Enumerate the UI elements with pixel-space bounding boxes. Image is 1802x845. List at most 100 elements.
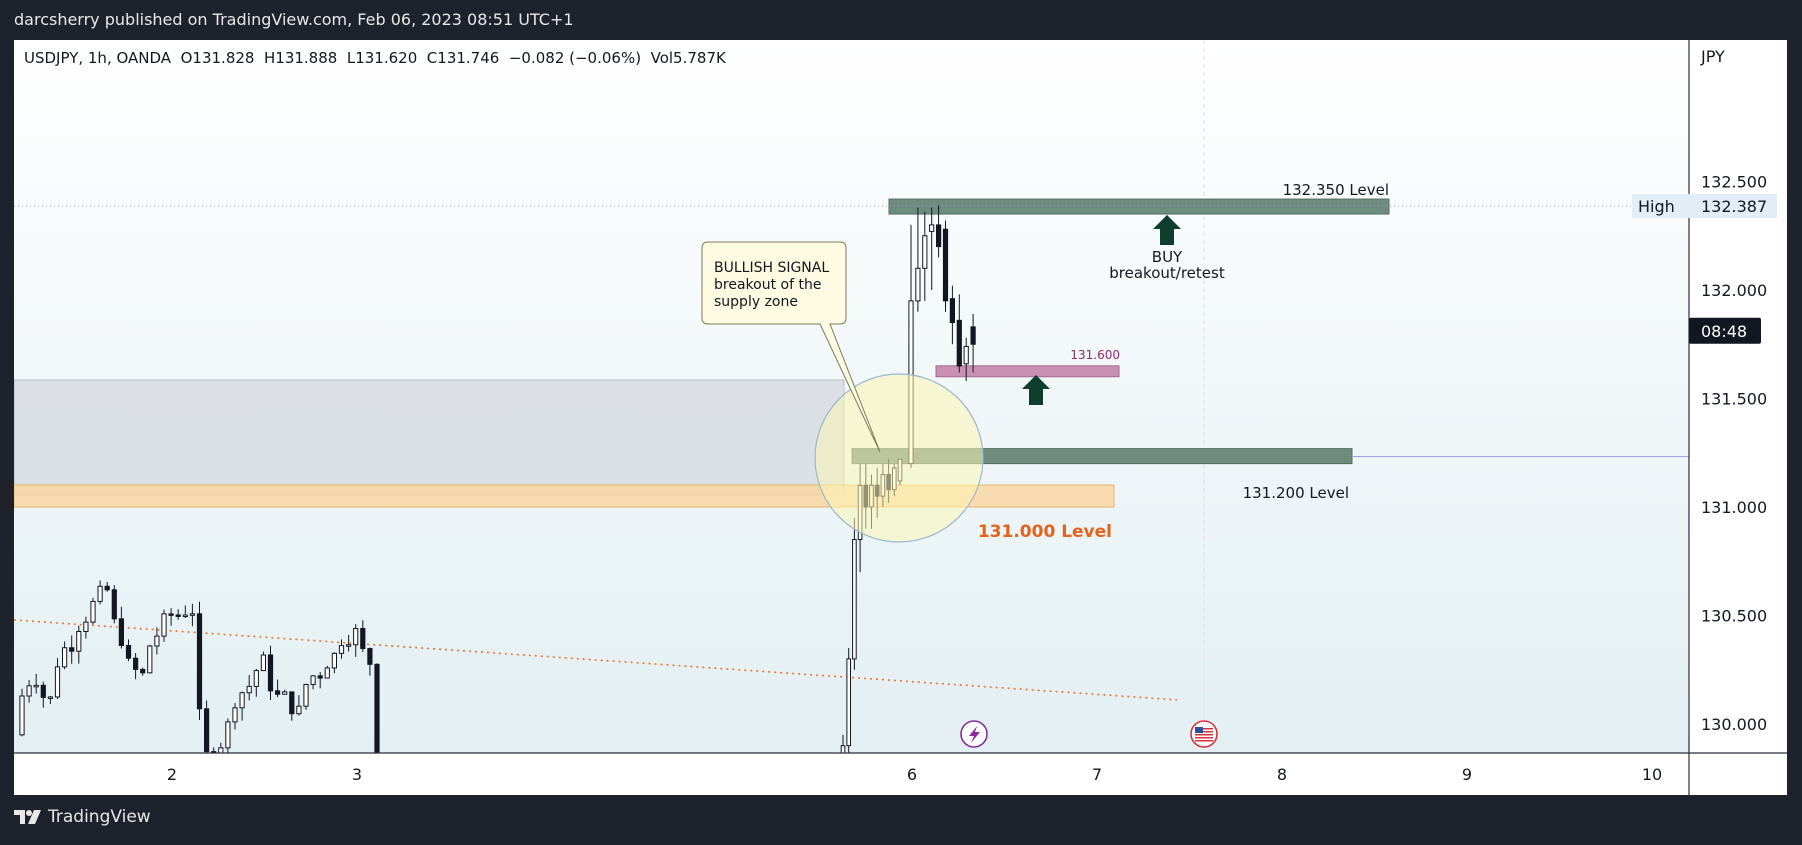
legend-open: O131.828 bbox=[180, 49, 255, 67]
candle bbox=[33, 684, 39, 688]
candle bbox=[275, 690, 281, 695]
candle bbox=[189, 613, 196, 616]
candle bbox=[353, 628, 359, 646]
candle bbox=[956, 319, 962, 367]
candle bbox=[267, 654, 274, 692]
candle bbox=[942, 228, 949, 302]
candle bbox=[232, 707, 238, 723]
callout-bubble bbox=[701, 241, 881, 453]
flag-stripe bbox=[1195, 740, 1213, 742]
chart-frame[interactable]: BULLISH SIGNAL breakout of the supply zone… bbox=[14, 40, 1787, 795]
candle bbox=[963, 345, 969, 365]
price-tick-label: 130.000 bbox=[1701, 715, 1767, 734]
candle bbox=[915, 267, 921, 302]
price-tick-label: 132.000 bbox=[1701, 281, 1767, 300]
legend-low: L131.620 bbox=[346, 49, 418, 67]
candle bbox=[303, 683, 309, 707]
candle bbox=[331, 652, 337, 669]
candle bbox=[929, 224, 935, 232]
candle bbox=[104, 585, 110, 591]
time-tick-label: 3 bbox=[352, 765, 362, 784]
candle bbox=[239, 692, 245, 709]
time-tick-label: 7 bbox=[1092, 765, 1102, 784]
time-tick-label: 8 bbox=[1277, 765, 1287, 784]
callout-text-line: breakout of the bbox=[714, 277, 821, 293]
candle bbox=[90, 600, 96, 623]
candle bbox=[246, 685, 252, 694]
countdown-label: 08:48 bbox=[1701, 322, 1747, 341]
gray-range-zone bbox=[14, 379, 845, 496]
candle bbox=[346, 644, 352, 647]
time-tick-label: 2 bbox=[167, 765, 177, 784]
countdown-badge bbox=[1689, 317, 1761, 344]
time-tick-label: 6 bbox=[907, 765, 917, 784]
candle bbox=[147, 645, 153, 674]
ohlc-legend: USDJPY, 1h, OANDA O131.828 H131.888 L131… bbox=[24, 49, 726, 67]
candle bbox=[111, 589, 117, 620]
flag-stripe bbox=[1195, 734, 1213, 736]
candle bbox=[154, 635, 160, 647]
legend-high: H131.888 bbox=[264, 49, 338, 67]
candle bbox=[852, 539, 857, 660]
callout-text-line: BULLISH SIGNAL bbox=[714, 260, 829, 276]
level-132350-zone bbox=[888, 198, 1390, 215]
legend-symbol: USDJPY, 1h, OANDA bbox=[24, 49, 172, 67]
candle bbox=[949, 298, 955, 324]
candle bbox=[83, 621, 89, 632]
candle bbox=[140, 668, 146, 674]
candle bbox=[182, 614, 188, 618]
candle bbox=[282, 691, 288, 695]
candle bbox=[310, 675, 316, 685]
candle bbox=[118, 618, 125, 646]
candle bbox=[367, 648, 373, 665]
candle bbox=[317, 675, 323, 679]
candle bbox=[97, 585, 103, 602]
high-label-box bbox=[1632, 194, 1689, 219]
candle bbox=[168, 613, 174, 616]
candle bbox=[338, 645, 345, 654]
lightning-icon bbox=[969, 726, 980, 743]
candle bbox=[19, 695, 25, 736]
buy-arrow-top-icon bbox=[1153, 215, 1181, 245]
candle bbox=[970, 326, 976, 345]
callout-text-line: supply zone bbox=[714, 294, 798, 310]
candle bbox=[76, 630, 82, 652]
candle bbox=[374, 663, 380, 762]
candle bbox=[54, 666, 61, 698]
candle bbox=[69, 647, 75, 652]
buy-subtitle: breakout/retest bbox=[1109, 264, 1225, 282]
candle bbox=[204, 708, 210, 753]
legend-change: −0.082 (−0.06%) bbox=[508, 49, 642, 67]
price-tick-label: 132.500 bbox=[1701, 173, 1767, 192]
candle bbox=[26, 685, 32, 697]
level-131600-zone bbox=[935, 365, 1120, 378]
candle bbox=[40, 684, 46, 698]
candle bbox=[260, 654, 267, 672]
tradingview-logo[interactable]: TradingView bbox=[14, 807, 151, 827]
currency-label: JPY bbox=[1700, 47, 1725, 66]
candle bbox=[253, 670, 259, 687]
flag-canton bbox=[1195, 727, 1203, 733]
flag-stripe bbox=[1195, 728, 1213, 730]
high-value: 132.387 bbox=[1701, 197, 1767, 216]
buy-title: BUY bbox=[1152, 248, 1183, 266]
level-131200-label: 131.200 Level bbox=[1243, 484, 1349, 502]
price-tick-label: 131.500 bbox=[1701, 390, 1767, 409]
candle bbox=[846, 658, 852, 747]
candle bbox=[62, 647, 68, 668]
flag-stripe bbox=[1195, 731, 1213, 733]
legend-volume: Vol5.787K bbox=[650, 49, 726, 67]
candle bbox=[196, 613, 203, 710]
candle bbox=[324, 667, 330, 679]
tradingview-logo-icon bbox=[14, 810, 41, 824]
candle bbox=[133, 657, 139, 670]
time-axis-panel bbox=[14, 753, 1787, 795]
legend-close: C131.746 bbox=[426, 49, 500, 67]
flag-stripe bbox=[1195, 737, 1213, 739]
trendline bbox=[14, 619, 1180, 701]
buy-arrow-retest-icon bbox=[1022, 375, 1050, 405]
candle bbox=[289, 691, 295, 715]
level-131000-label: 131.000 Level bbox=[978, 522, 1112, 542]
level-131600-label: 131.600 bbox=[1070, 348, 1120, 362]
